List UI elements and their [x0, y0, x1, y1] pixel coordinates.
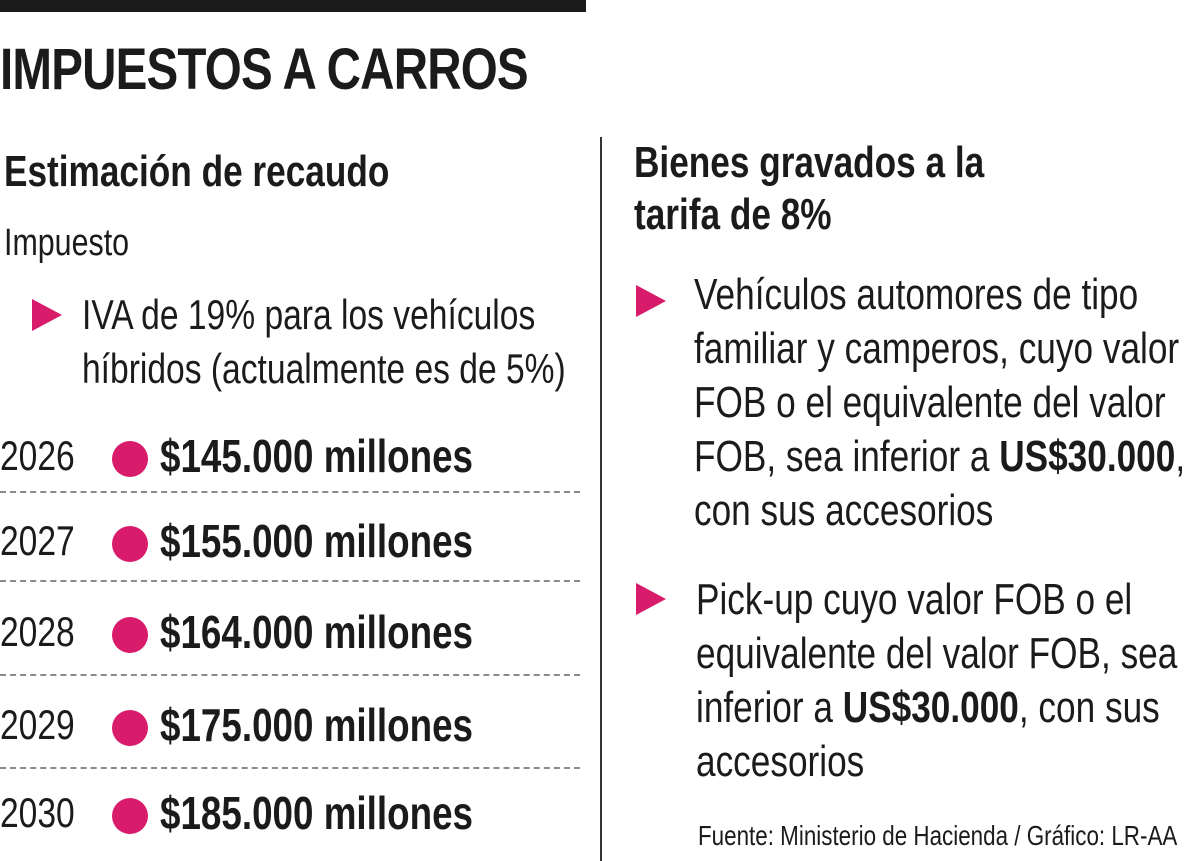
row-dot-icon [112, 617, 148, 653]
item1-line-4: FOB, sea inferior a US$30.000, [694, 430, 1185, 484]
item1-line-5: con sus accesorios [694, 486, 994, 535]
row-amount: $155.000 millones [160, 515, 473, 567]
right-item-1: Vehículos automores de tipo familiar y c… [694, 268, 1185, 538]
row-dot-icon [112, 710, 148, 746]
top-rule [0, 0, 586, 12]
row-dot-icon [112, 798, 148, 834]
revenue-row: 2026 $145.000 millones [0, 424, 580, 484]
row-divider [0, 580, 580, 582]
row-divider [0, 674, 580, 676]
revenue-row: 2030 $185.000 millones [0, 781, 580, 841]
row-year: 2029 [0, 701, 75, 748]
row-divider [0, 767, 580, 769]
row-dot-icon [112, 441, 148, 477]
item1-line-1: Vehículos automores de tipo [694, 270, 1139, 319]
item1-line-4-post: , [1175, 432, 1186, 481]
bullet-triangle-icon [636, 583, 666, 615]
item2-line-4: accesorios [696, 737, 865, 786]
left-bullet-text: IVA de 19% para los vehículos híbridos (… [82, 288, 566, 396]
revenue-row: 2028 $164.000 millones [0, 600, 580, 660]
item2-line-3-post: , con sus [1018, 683, 1160, 732]
revenue-row: 2027 $155.000 millones [0, 509, 580, 569]
right-item-2: Pick-up cuyo valor FOB o el equivalente … [696, 573, 1177, 789]
source-note: Fuente: Ministerio de Hacienda / Gráfico… [698, 820, 1178, 851]
item1-line-4-pre: FOB, sea inferior a [694, 432, 1000, 481]
page-title: IMPUESTOS A CARROS [0, 37, 529, 102]
row-divider [0, 491, 580, 493]
item2-line-1: Pick-up cuyo valor FOB o el [696, 575, 1133, 624]
right-heading: Bienes gravados a la tarifa de 8% [634, 137, 984, 241]
left-subheading: Impuesto [4, 222, 130, 264]
item1-line-3: FOB o el equivalente del valor [694, 378, 1166, 427]
row-amount: $175.000 millones [160, 699, 473, 751]
row-year: 2030 [0, 789, 75, 836]
left-heading: Estimación de recaudo [4, 147, 390, 196]
bullet-triangle-icon [636, 285, 666, 317]
row-amount: $145.000 millones [160, 430, 473, 482]
bullet-triangle-icon [32, 299, 62, 331]
left-bullet-line-1: IVA de 19% para los vehículos [82, 291, 536, 338]
revenue-row: 2029 $175.000 millones [0, 693, 580, 753]
item2-line-2: equivalente del valor FOB, sea [696, 629, 1178, 678]
item2-line-3-pre: inferior a [696, 683, 843, 732]
row-year: 2026 [0, 432, 75, 479]
right-heading-line-1: Bienes gravados a la [634, 138, 985, 187]
item2-line-3: inferior a US$30.000, con sus [696, 681, 1177, 735]
row-dot-icon [112, 526, 148, 562]
row-amount: $185.000 millones [160, 787, 473, 839]
item1-amount: US$30.000 [999, 432, 1176, 481]
left-bullet-line-2: híbridos (actualmente es de 5%) [82, 345, 566, 392]
row-year: 2027 [0, 517, 75, 564]
row-amount: $164.000 millones [160, 606, 473, 658]
right-heading-line-2: tarifa de 8% [634, 190, 832, 239]
row-year: 2028 [0, 608, 75, 655]
column-divider [600, 137, 602, 861]
item1-line-2: familiar y camperos, cuyo valor [694, 324, 1180, 373]
item2-amount: US$30.000 [842, 683, 1019, 732]
